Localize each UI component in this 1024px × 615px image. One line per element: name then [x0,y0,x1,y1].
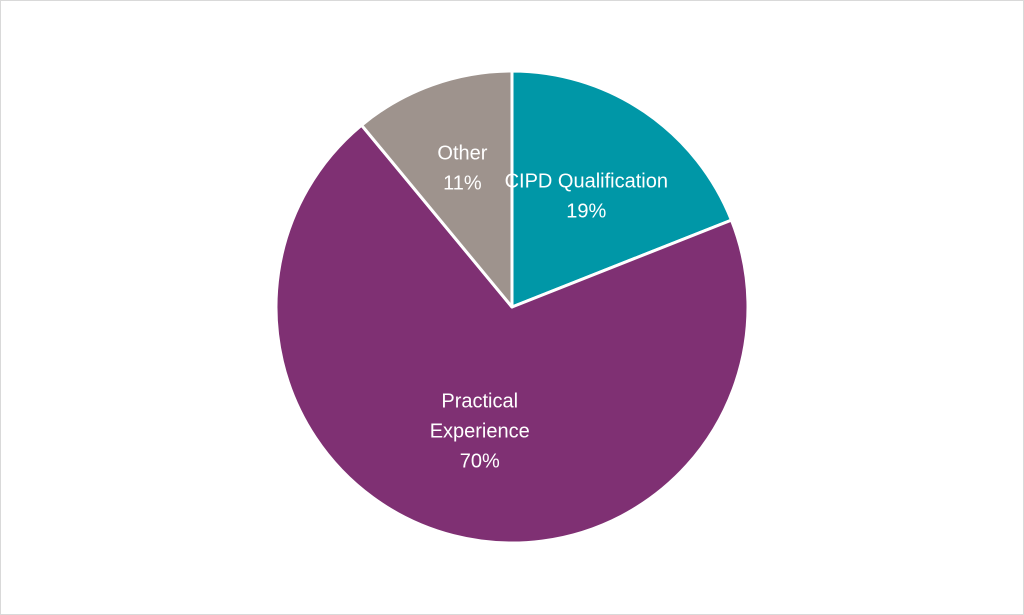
pie-label-practical-experience: Practical Experience 70% [430,391,530,473]
pie-category-label: CIPD Qualification [505,171,668,193]
pie-category-label: Practical [441,391,518,413]
pie-slice-cipd-qualification [510,69,733,309]
pie-slice-practical-experience [274,123,750,545]
pie-value-label: 19% [566,201,606,223]
pie-slice-other [360,69,514,309]
pie-labels: CIPD Qualification 19% Practical Experience… [430,143,668,473]
pie-value-label: 70% [460,451,500,473]
pie-slices [274,69,750,545]
pie-category-label: Other [437,143,487,165]
pie-label-cipd-qualification: CIPD Qualification 19% [505,171,668,223]
pie-value-label: 11% [443,173,482,195]
pie-label-other: Other 11% [437,143,487,195]
pie-category-label: Experience [430,421,530,443]
